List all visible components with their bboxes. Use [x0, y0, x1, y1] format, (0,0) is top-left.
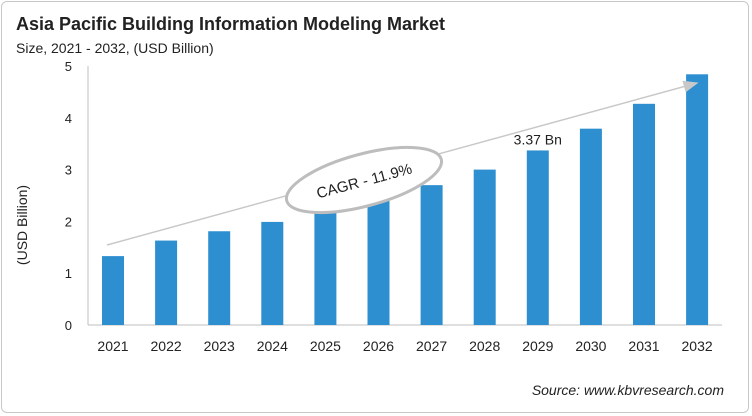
x-tick-label: 2024	[257, 338, 288, 354]
x-tick-label: 2021	[97, 338, 128, 354]
y-tick-label: 1	[65, 266, 72, 281]
x-tick-label: 2027	[416, 338, 447, 354]
cagr-callout: CAGR - 11.9%	[284, 145, 444, 215]
y-tick-label: 0	[65, 318, 72, 333]
x-tick-label: 2023	[204, 338, 235, 354]
bar-2032	[686, 74, 709, 326]
x-tick-label: 2029	[522, 338, 553, 354]
x-tick-label: 2022	[151, 338, 182, 354]
bar-2027	[420, 185, 443, 325]
x-tick-label: 2026	[363, 338, 394, 354]
x-tick-label: 2031	[628, 338, 659, 354]
y-tick-label: 4	[65, 111, 72, 126]
x-tick-label: 2032	[682, 338, 713, 354]
bar-2031	[633, 103, 655, 326]
bar-2022	[155, 240, 178, 325]
chart-title: Asia Pacific Building Information Modeli…	[16, 14, 446, 34]
bar-2029	[526, 150, 549, 325]
source-note: Source: www.kbvresearch.com	[531, 382, 724, 398]
bar-2023	[208, 231, 231, 325]
y-tick-label: 5	[65, 59, 72, 74]
x-tick-label: 2028	[469, 338, 500, 354]
cagr-ellipse	[284, 145, 444, 215]
bar-2024	[261, 221, 284, 325]
y-tick-label: 3	[65, 163, 72, 178]
y-axis-label: (USD Billion)	[14, 185, 30, 265]
bar-2028	[473, 169, 496, 325]
x-tick-label: 2030	[575, 338, 606, 354]
bar-2025	[314, 212, 337, 325]
x-tick-label: 2025	[310, 338, 341, 354]
bar-2021	[102, 256, 124, 325]
y-tick-label: 2	[65, 214, 72, 229]
chart-subtitle: Size, 2021 - 2032, (USD Billion)	[16, 40, 214, 56]
data-label-2029: 3.37 Bn	[514, 131, 562, 147]
bar-2026	[367, 199, 390, 325]
bar-2030	[579, 128, 602, 325]
